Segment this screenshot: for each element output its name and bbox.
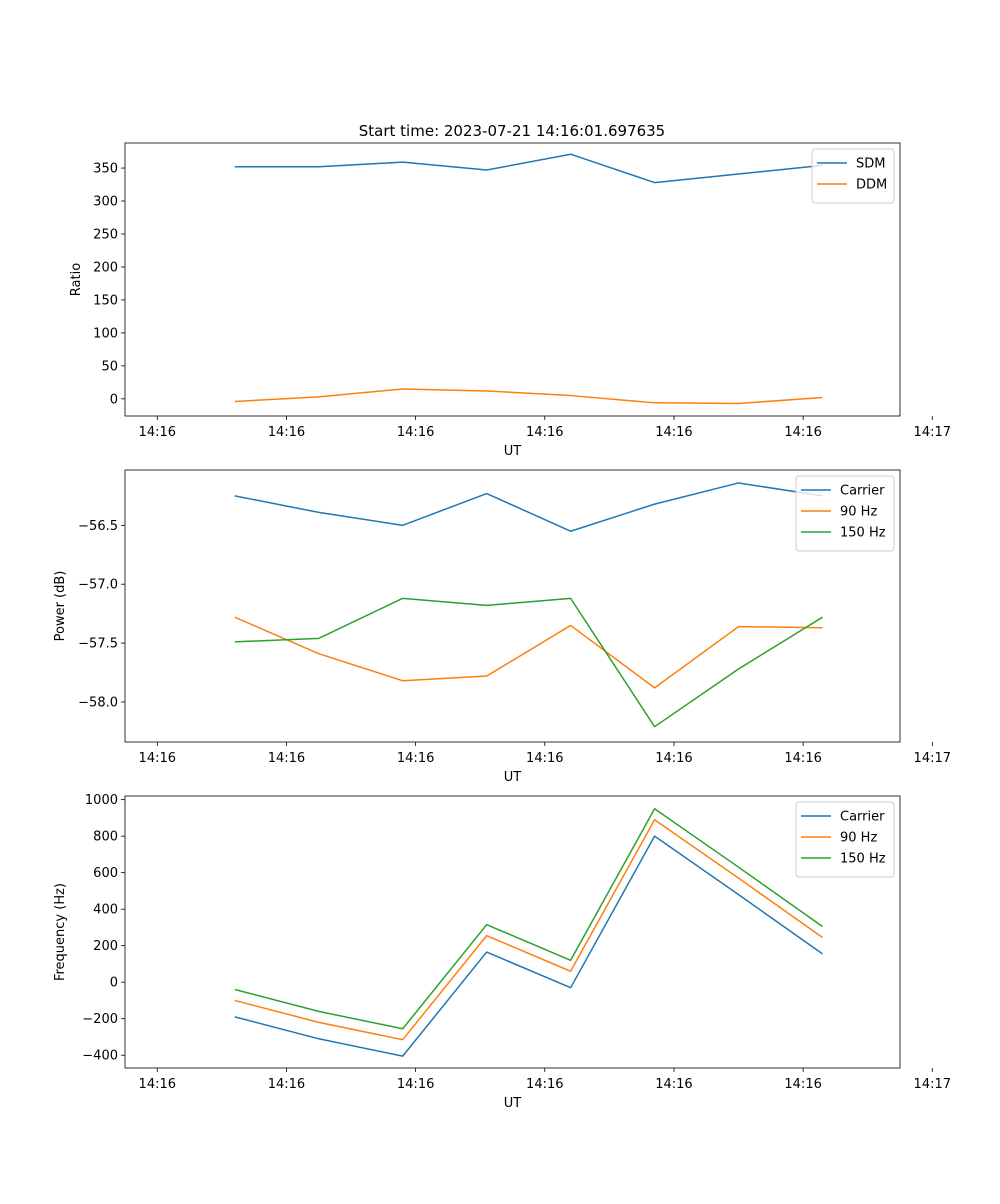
- ratio-xtick-label: 14:16: [784, 425, 821, 440]
- ratio-ytick-label: 250: [93, 228, 118, 243]
- ratio-ytick-label: 100: [93, 326, 118, 341]
- frequency-ytick-label: 0: [110, 976, 118, 991]
- frequency-legend-label: 90 Hz: [840, 831, 877, 846]
- power-xtick-label: 14:16: [397, 751, 434, 766]
- power-ytick-label: −58.0: [78, 695, 118, 710]
- frequency-series-line-0: [234, 835, 823, 1057]
- power-xaxis-label: UT: [504, 770, 522, 785]
- frequency-ytick-label: 800: [93, 830, 118, 845]
- panel-power: −58.0 −57.5 −57.0 −56.5 14:16 14:16 14:16 14:16…: [53, 469, 951, 785]
- ratio-axes-frame: [124, 142, 901, 417]
- power-xtick-label: 14:16: [655, 751, 692, 766]
- chart-title: Start time: 2023-07-21 14:16:01.697635: [359, 122, 665, 140]
- panel-ratio: 0 50 100 150 200 250 300 350 14:16 14:16 14:16 14:1…: [69, 142, 951, 459]
- power-xtick-label: 14:16: [268, 751, 305, 766]
- ratio-xtick-label: 14:17: [914, 425, 951, 440]
- power-series-line-0: [234, 482, 823, 532]
- frequency-xtick-label: 14:16: [526, 1077, 563, 1092]
- power-series-line-1: [234, 616, 823, 689]
- frequency-ytick-label: 1000: [85, 793, 118, 808]
- ratio-xtick-label: 14:16: [268, 425, 305, 440]
- power-ytick-label: −56.5: [78, 519, 118, 534]
- ratio-ytick-label: 200: [93, 260, 118, 275]
- power-legend-label: 90 Hz: [840, 505, 877, 520]
- ratio-legend-label: DDM: [856, 178, 887, 193]
- power-xtick-label: 14:16: [526, 751, 563, 766]
- ratio-ytick-label: 150: [93, 293, 118, 308]
- frequency-axes-frame: [124, 795, 901, 1069]
- power-yaxis-label: Power (dB): [53, 571, 68, 642]
- frequency-xtick-label: 14:16: [784, 1077, 821, 1092]
- ratio-yaxis-label: Ratio: [69, 263, 84, 296]
- frequency-xtick-label: 14:17: [914, 1077, 951, 1092]
- ratio-xtick-label: 14:16: [655, 425, 692, 440]
- frequency-ytick-label: 600: [93, 866, 118, 881]
- frequency-ytick-label: −200: [82, 1012, 118, 1027]
- frequency-xtick-label: 14:16: [268, 1077, 305, 1092]
- frequency-ytick-label: −400: [82, 1049, 118, 1064]
- power-legend-label: 150 Hz: [840, 526, 886, 541]
- frequency-xtick-label: 14:16: [397, 1077, 434, 1092]
- ratio-legend-label: SDM: [856, 157, 885, 172]
- frequency-legend-label: Carrier: [840, 810, 885, 825]
- ratio-ytick-label: 350: [93, 162, 118, 177]
- frequency-xtick-label: 14:16: [139, 1077, 176, 1092]
- power-ytick-label: −57.0: [78, 578, 118, 593]
- ratio-legend: SDM DDM: [811, 148, 895, 204]
- frequency-series-line-2: [234, 808, 823, 1030]
- frequency-legend: Carrier 90 Hz 150 Hz: [795, 801, 895, 878]
- power-xtick-label: 14:16: [139, 751, 176, 766]
- ratio-xtick-label: 14:16: [397, 425, 434, 440]
- ratio-xtick-label: 14:16: [526, 425, 563, 440]
- panel-frequency: −400 −200 0 200 400 600 800 1000 14:16 14:16 14:16…: [53, 793, 951, 1111]
- ratio-ytick-label: 0: [110, 392, 118, 407]
- ratio-xtick-label: 14:16: [139, 425, 176, 440]
- frequency-ytick-label: 200: [93, 939, 118, 954]
- power-axes-frame: [124, 469, 901, 743]
- power-series-line-2: [234, 597, 823, 728]
- ratio-xaxis-label: UT: [504, 444, 522, 459]
- power-legend-label: Carrier: [840, 484, 885, 499]
- frequency-series-line-1: [234, 818, 823, 1041]
- power-xtick-label: 14:17: [914, 751, 951, 766]
- power-ytick-label: −57.5: [78, 637, 118, 652]
- frequency-ytick-label: 400: [93, 903, 118, 918]
- frequency-xaxis-label: UT: [504, 1096, 522, 1111]
- power-xtick-label: 14:16: [784, 751, 821, 766]
- frequency-xtick-label: 14:16: [655, 1077, 692, 1092]
- ratio-series-line-1: [234, 388, 823, 405]
- ratio-series-line-0: [234, 153, 823, 184]
- frequency-yaxis-label: Frequency (Hz): [53, 883, 68, 981]
- ratio-ytick-label: 300: [93, 195, 118, 210]
- frequency-legend-label: 150 Hz: [840, 852, 886, 867]
- ratio-ytick-label: 50: [101, 359, 118, 374]
- power-legend: Carrier 90 Hz 150 Hz: [795, 475, 895, 552]
